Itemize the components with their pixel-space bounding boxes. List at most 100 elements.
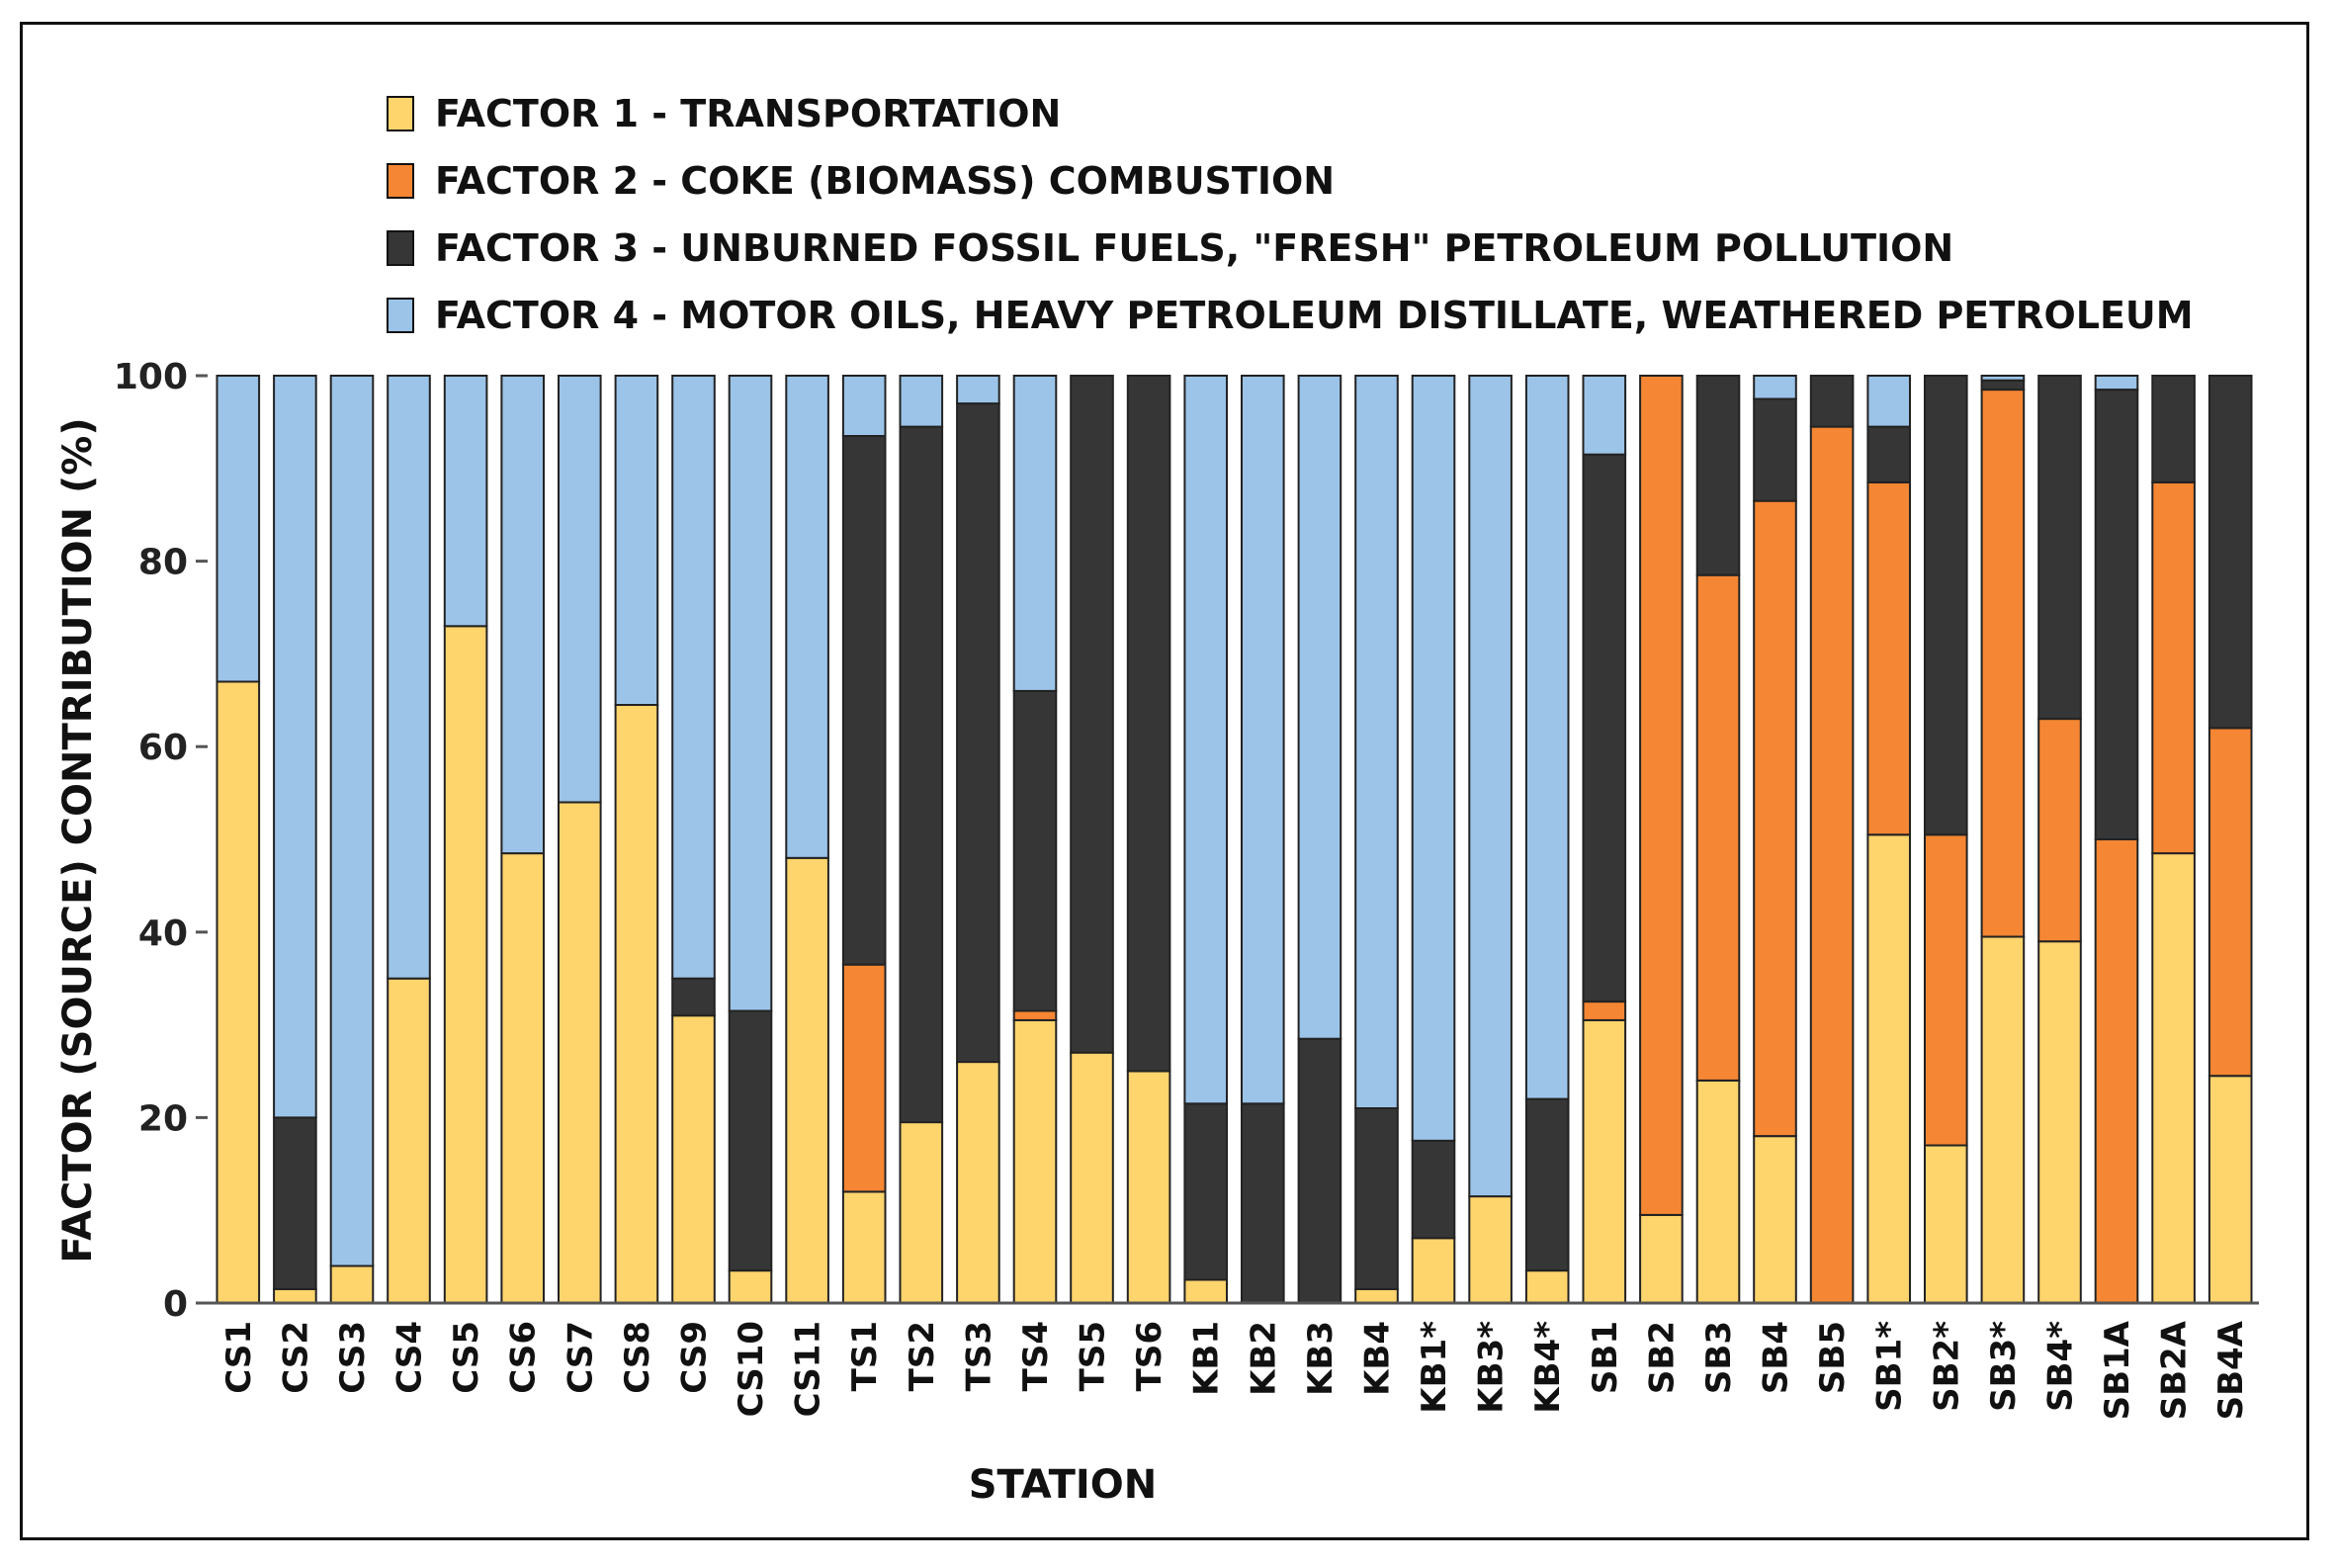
bar-segment-CS10-factor-1 xyxy=(728,1269,773,1304)
bar-segment-SB3-factor-1 xyxy=(1695,1079,1741,1305)
x-tick-label-SB1*: SB1* xyxy=(1870,1321,1910,1412)
bar-segment-CS11-factor-1 xyxy=(785,856,829,1304)
x-axis-title: STATION xyxy=(969,1462,1158,1508)
bar-segment-SB4*-factor-1 xyxy=(2037,940,2082,1304)
bar-segment-CS8-factor-4 xyxy=(614,375,659,706)
x-tick-label-CS1: CS1 xyxy=(219,1321,259,1394)
x-tick-label-SB1: SB1 xyxy=(1586,1321,1625,1394)
bar-segment-TS2-factor-1 xyxy=(899,1121,944,1304)
bar-segment-KB3-factor-3 xyxy=(1297,1037,1342,1304)
y-tick-label-40: 40 xyxy=(138,914,188,954)
bar-segment-KB4-factor-4 xyxy=(1354,375,1399,1109)
bar-segment-CS2-factor-1 xyxy=(273,1287,317,1305)
bar-segment-CS7-factor-1 xyxy=(558,801,602,1304)
x-tick-label-TS5: TS5 xyxy=(1074,1321,1113,1391)
bar-segment-CS5-factor-4 xyxy=(443,375,488,628)
bar-segment-CS1-factor-1 xyxy=(216,680,261,1304)
bar-segment-CS4-factor-1 xyxy=(387,977,431,1304)
bar-segment-SB4A-factor-2 xyxy=(2207,727,2253,1078)
bar-segment-SB3*-factor-1 xyxy=(1980,935,2026,1304)
legend-swatch-4 xyxy=(387,298,414,333)
bar-segment-CS7-factor-4 xyxy=(558,375,602,804)
bar-segment-KB4-factor-1 xyxy=(1354,1287,1399,1305)
x-tick-label-SB4A: SB4A xyxy=(2211,1320,2251,1420)
bar-segment-SB1A-factor-2 xyxy=(2094,838,2139,1304)
x-tick-label-CS3: CS3 xyxy=(333,1321,373,1394)
bar-segment-KB1-factor-3 xyxy=(1183,1102,1229,1281)
bar-segment-TS4-factor-4 xyxy=(1012,375,1058,692)
bar-area: CS1 CS2 CS3 CS4 CS5 CS6 CS7 CS8 CS9 CS10 CS11 TS1 TS… xyxy=(216,375,2253,1420)
bar-segment-TS5-factor-1 xyxy=(1070,1051,1114,1304)
x-tick-label-CS9: CS9 xyxy=(675,1321,715,1394)
legend-swatch-3 xyxy=(387,230,414,266)
bar-segment-SB2*-factor-1 xyxy=(1924,1144,1968,1304)
bar-segment-SB5-factor-2 xyxy=(1809,425,1855,1305)
bar-segment-CS6-factor-1 xyxy=(500,852,545,1304)
bar-segment-CS5-factor-1 xyxy=(443,625,488,1304)
x-tick-label-KB1*: KB1* xyxy=(1415,1321,1454,1414)
bar-segment-CS8-factor-1 xyxy=(614,704,659,1304)
x-tick-label-CS7: CS7 xyxy=(561,1321,600,1394)
bar-segment-TS3-factor-4 xyxy=(956,375,1000,405)
x-tick-label-KB3: KB3 xyxy=(1301,1321,1341,1396)
bar-segment-CS11-factor-4 xyxy=(785,375,829,859)
bar-segment-SB2*-factor-2 xyxy=(1924,833,1968,1147)
x-tick-label-KB3*: KB3* xyxy=(1472,1321,1512,1414)
bar-segment-KB1*-factor-4 xyxy=(1411,375,1456,1142)
y-axis-title: FACTOR (SOURCE) CONTRIBUTION (%) xyxy=(55,417,101,1263)
bar-segment-SB2A-factor-3 xyxy=(2151,375,2196,483)
bar-segment-KB1*-factor-1 xyxy=(1411,1237,1456,1305)
x-tick-label-SB2A: SB2A xyxy=(2155,1320,2195,1420)
x-tick-label-CS8: CS8 xyxy=(618,1321,657,1394)
bar-segment-TS4-factor-1 xyxy=(1012,1018,1058,1305)
bar-segment-SB3*-factor-3 xyxy=(1980,379,2026,392)
bar-segment-CS3-factor-1 xyxy=(329,1264,375,1304)
legend-swatch-1 xyxy=(387,96,414,131)
bar-segment-SB2A-factor-1 xyxy=(2151,852,2196,1304)
bar-segment-SB3*-factor-4 xyxy=(1980,375,2026,382)
bar-segment-SB4A-factor-1 xyxy=(2207,1075,2253,1304)
bar-segment-KB4*-factor-3 xyxy=(1524,1097,1570,1272)
x-tick-label-CS6: CS6 xyxy=(504,1321,544,1394)
bar-segment-KB3*-factor-1 xyxy=(1468,1195,1513,1304)
legend: FACTOR 1 - TRANSPORTATION FACTOR 2 - COKE… xyxy=(387,92,2194,337)
bar-segment-KB3*-factor-4 xyxy=(1468,375,1513,1198)
bar-segment-CS2-factor-4 xyxy=(273,375,317,1119)
bar-segment-CS10-factor-4 xyxy=(728,375,773,1012)
bar-segment-SB4-factor-4 xyxy=(1753,375,1797,400)
bar-segment-CS2-factor-3 xyxy=(273,1116,317,1290)
bar-segment-TS6-factor-1 xyxy=(1126,1070,1171,1304)
bar-segment-KB1-factor-4 xyxy=(1183,375,1229,1105)
x-tick-label-SB2*: SB2* xyxy=(1927,1321,1966,1412)
x-tick-label-CS2: CS2 xyxy=(276,1321,315,1394)
bar-segment-SB1*-factor-3 xyxy=(1866,425,1912,483)
bar-segment-SB1-factor-1 xyxy=(1582,1018,1627,1305)
bar-segment-KB2-factor-4 xyxy=(1241,375,1285,1105)
x-tick-label-CS11: CS11 xyxy=(789,1321,828,1417)
bar-segment-SB4A-factor-3 xyxy=(2207,375,2253,730)
x-tick-label-CS10: CS10 xyxy=(732,1321,771,1417)
x-tick-label-TS4: TS4 xyxy=(1016,1321,1056,1391)
bar-segment-CS9-factor-1 xyxy=(671,1014,716,1304)
bar-segment-CS6-factor-4 xyxy=(500,375,545,855)
bar-segment-TS5-factor-3 xyxy=(1070,375,1114,1054)
bar-segment-SB5-factor-3 xyxy=(1809,375,1855,428)
bar-segment-SB2-factor-2 xyxy=(1639,375,1684,1216)
legend-label-1: FACTOR 1 - TRANSPORTATION xyxy=(435,92,1061,135)
chart-frame xyxy=(20,22,2309,1540)
bar-segment-CS9-factor-3 xyxy=(671,977,716,1017)
bar-segment-SB2A-factor-2 xyxy=(2151,480,2196,855)
bar-segment-SB1-factor-4 xyxy=(1582,375,1627,456)
x-tick-label-KB1: KB1 xyxy=(1187,1321,1227,1396)
y-tick-label-100: 100 xyxy=(114,357,188,397)
x-tick-label-CS4: CS4 xyxy=(390,1321,430,1394)
bar-segment-CS10-factor-3 xyxy=(728,1009,773,1272)
bar-segment-SB4-factor-2 xyxy=(1753,499,1797,1138)
bar-segment-SB2-factor-1 xyxy=(1639,1213,1684,1305)
x-tick-label-KB4: KB4 xyxy=(1358,1321,1398,1396)
bar-segment-TS3-factor-1 xyxy=(956,1061,1000,1304)
x-tick-label-SB4: SB4 xyxy=(1757,1321,1796,1394)
bar-segment-KB2-factor-3 xyxy=(1241,1102,1285,1305)
x-tick-label-CS5: CS5 xyxy=(447,1321,486,1394)
